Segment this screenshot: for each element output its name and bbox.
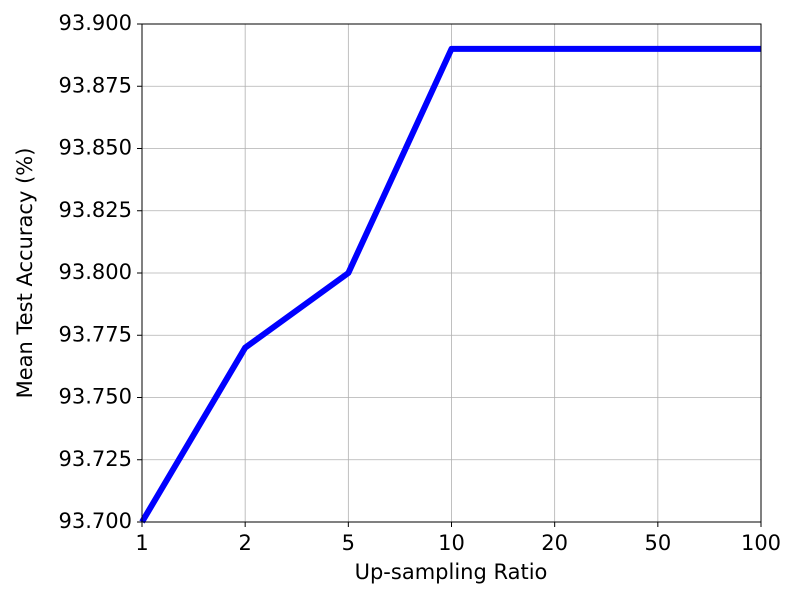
y-axis-label: Mean Test Accuracy (%) (13, 148, 37, 399)
y-tick-label: 93.850 (59, 136, 132, 160)
x-axis-label: Up-sampling Ratio (355, 560, 548, 584)
y-tick-label: 93.800 (59, 260, 132, 284)
x-tick-label: 50 (644, 531, 671, 555)
y-tick-label: 93.900 (59, 11, 132, 35)
y-tick-label: 93.775 (59, 322, 132, 346)
y-tick-label: 93.750 (59, 385, 132, 409)
x-tick-label: 100 (741, 531, 781, 555)
x-tick-label: 1 (135, 531, 148, 555)
y-tick-label: 93.725 (59, 447, 132, 471)
data-line (139, 45, 761, 524)
x-tick-label: 2 (238, 531, 251, 555)
plot-frame (141, 23, 762, 523)
x-tick-label: 20 (541, 531, 568, 555)
y-tick-label: 93.875 (59, 73, 132, 97)
x-tick-label: 5 (342, 531, 355, 555)
y-tick-label: 93.825 (59, 198, 132, 222)
x-tick-label: 10 (438, 531, 465, 555)
y-tick-label: 93.700 (59, 509, 132, 533)
